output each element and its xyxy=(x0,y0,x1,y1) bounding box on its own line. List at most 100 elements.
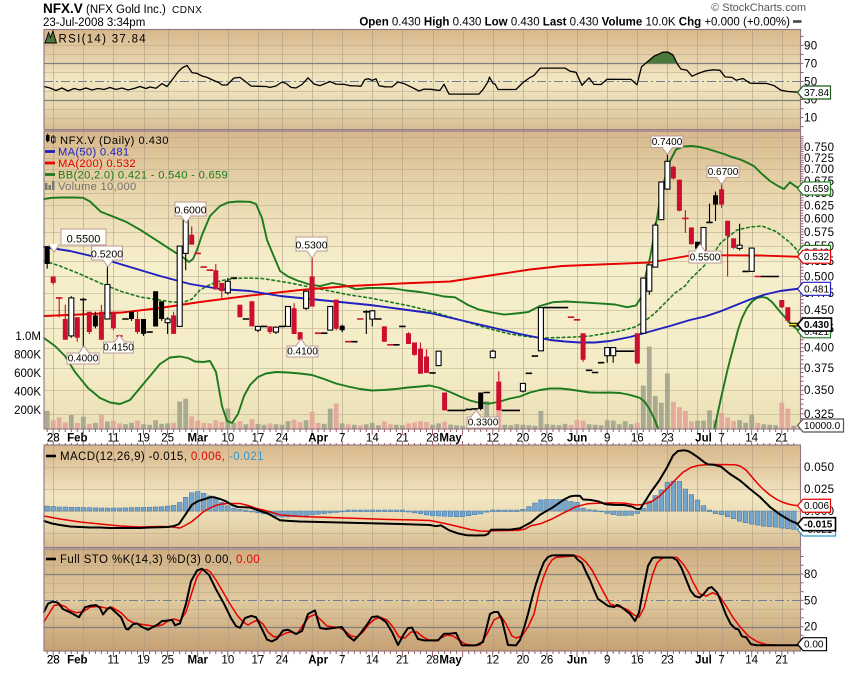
svg-text:14: 14 xyxy=(366,655,379,667)
svg-text:0.575: 0.575 xyxy=(804,227,834,239)
svg-text:21: 21 xyxy=(775,433,788,445)
svg-text:Jun: Jun xyxy=(567,655,587,667)
svg-text:0.532: 0.532 xyxy=(804,252,829,263)
svg-text:0.006: 0.006 xyxy=(804,501,829,512)
svg-text:MA(50) 0.481: MA(50) 0.481 xyxy=(58,147,129,159)
svg-text:21: 21 xyxy=(775,655,788,667)
svg-text:Jul: Jul xyxy=(695,655,712,667)
svg-text:26: 26 xyxy=(541,655,554,667)
svg-text:21: 21 xyxy=(396,655,409,667)
svg-text:0.430: 0.430 xyxy=(804,320,829,331)
svg-text:25: 25 xyxy=(161,433,174,445)
svg-text:37.84: 37.84 xyxy=(804,88,829,99)
svg-text:0.350: 0.350 xyxy=(804,385,834,397)
svg-text:MACD(12,26,9) -0.015, 0.006, -: MACD(12,26,9) -0.015, 0.006, -0.021 xyxy=(60,451,264,463)
svg-text:0.450: 0.450 xyxy=(804,305,834,317)
svg-text:0.421: 0.421 xyxy=(804,327,829,338)
svg-text:0.5500: 0.5500 xyxy=(67,234,101,246)
svg-text:BB(20,2.0) 0.421 - 0.540 - 0.6: BB(20,2.0) 0.421 - 0.540 - 0.659 xyxy=(58,170,228,182)
svg-text:May: May xyxy=(439,655,462,667)
svg-text:19: 19 xyxy=(137,433,150,445)
svg-text:0.625: 0.625 xyxy=(804,200,834,212)
svg-text:Mar: Mar xyxy=(187,655,208,667)
svg-text:24: 24 xyxy=(276,433,289,445)
svg-text:0.5300: 0.5300 xyxy=(295,240,327,252)
svg-text:0.6000: 0.6000 xyxy=(174,205,206,217)
svg-text:NFX.V: NFX.V xyxy=(43,1,83,16)
svg-text:9: 9 xyxy=(604,655,610,667)
svg-text:0.7400: 0.7400 xyxy=(652,137,683,148)
svg-text:50: 50 xyxy=(804,595,817,607)
svg-text:80: 80 xyxy=(804,569,817,581)
svg-text:14: 14 xyxy=(745,655,758,667)
svg-text:0.5200: 0.5200 xyxy=(91,249,123,261)
svg-text:Feb: Feb xyxy=(67,655,87,667)
svg-text:0.325: 0.325 xyxy=(804,409,834,421)
svg-text:7: 7 xyxy=(718,655,724,667)
svg-text:70: 70 xyxy=(804,58,817,70)
svg-text:28: 28 xyxy=(47,655,60,667)
svg-text:19: 19 xyxy=(137,655,150,667)
svg-text:Mar: Mar xyxy=(187,433,208,445)
svg-text:26: 26 xyxy=(541,433,554,445)
svg-text:0.725: 0.725 xyxy=(804,153,834,165)
svg-text:25: 25 xyxy=(161,655,174,667)
svg-text:28: 28 xyxy=(47,433,60,445)
svg-text:0.750: 0.750 xyxy=(804,142,834,154)
svg-text:12: 12 xyxy=(486,655,499,667)
svg-text:23-Jul-2008 3:34pm: 23-Jul-2008 3:34pm xyxy=(43,17,145,29)
svg-text:14: 14 xyxy=(366,433,379,445)
svg-text:10000.0: 10000.0 xyxy=(804,421,841,432)
svg-text:0.481: 0.481 xyxy=(804,284,829,295)
svg-text:© StockCharts.com: © StockCharts.com xyxy=(711,2,806,14)
svg-text:0.600: 0.600 xyxy=(804,213,834,225)
svg-text:28: 28 xyxy=(47,433,60,445)
svg-text:17: 17 xyxy=(252,433,265,445)
svg-text:0.3300: 0.3300 xyxy=(468,418,499,429)
svg-text:9: 9 xyxy=(604,433,610,445)
svg-text:20: 20 xyxy=(804,622,817,634)
svg-text:0.375: 0.375 xyxy=(804,363,834,375)
svg-text:7: 7 xyxy=(339,433,345,445)
svg-text:10: 10 xyxy=(221,655,234,667)
svg-text:RSI(14) 37.84: RSI(14) 37.84 xyxy=(59,34,148,46)
svg-text:CDNX: CDNX xyxy=(172,5,202,16)
svg-text:Full STO %K(14,3) %D(3) 0.00,: Full STO %K(14,3) %D(3) 0.00, 0.00 xyxy=(60,554,260,566)
svg-text:600K: 600K xyxy=(14,368,41,380)
svg-text:17: 17 xyxy=(252,655,265,667)
svg-text:16: 16 xyxy=(631,655,644,667)
svg-text:11: 11 xyxy=(107,433,119,445)
svg-text:0.400: 0.400 xyxy=(804,343,834,355)
svg-text:Jul: Jul xyxy=(695,433,712,445)
svg-text:400K: 400K xyxy=(14,386,41,398)
svg-text:(NFX Gold Inc.): (NFX Gold Inc.) xyxy=(86,4,166,16)
svg-text:0.050: 0.050 xyxy=(804,462,834,474)
svg-text:0.659: 0.659 xyxy=(804,184,829,195)
svg-text:May: May xyxy=(439,433,462,445)
svg-text:Volume 10,000: Volume 10,000 xyxy=(58,181,137,193)
svg-text:0.4150: 0.4150 xyxy=(103,343,134,354)
svg-text:Feb: Feb xyxy=(67,433,87,445)
svg-text:7: 7 xyxy=(718,433,724,445)
svg-text:0.5500: 0.5500 xyxy=(690,253,721,264)
svg-text:0.4000: 0.4000 xyxy=(68,354,99,365)
svg-text:1.0M: 1.0M xyxy=(15,331,41,343)
svg-text:10: 10 xyxy=(221,433,234,445)
svg-text:20: 20 xyxy=(516,433,529,445)
svg-text:28: 28 xyxy=(426,655,439,667)
svg-text:0.025: 0.025 xyxy=(804,484,834,496)
svg-text:12: 12 xyxy=(486,433,499,445)
svg-text:0.00: 0.00 xyxy=(804,640,824,651)
svg-text:23: 23 xyxy=(661,655,674,667)
svg-text:23: 23 xyxy=(661,433,674,445)
svg-text:800K: 800K xyxy=(14,349,41,361)
svg-text:16: 16 xyxy=(631,433,644,445)
svg-text:Apr: Apr xyxy=(308,433,328,445)
svg-text:28: 28 xyxy=(426,433,439,445)
svg-text:21: 21 xyxy=(396,433,409,445)
svg-text:Jun: Jun xyxy=(567,433,587,445)
svg-text:7: 7 xyxy=(339,655,345,667)
svg-text:28: 28 xyxy=(47,655,60,667)
svg-text:Open 0.430 High 0.430 Low 0.43: Open 0.430 High 0.430 Low 0.430 Last 0.4… xyxy=(359,17,790,29)
svg-text:10: 10 xyxy=(804,113,817,125)
